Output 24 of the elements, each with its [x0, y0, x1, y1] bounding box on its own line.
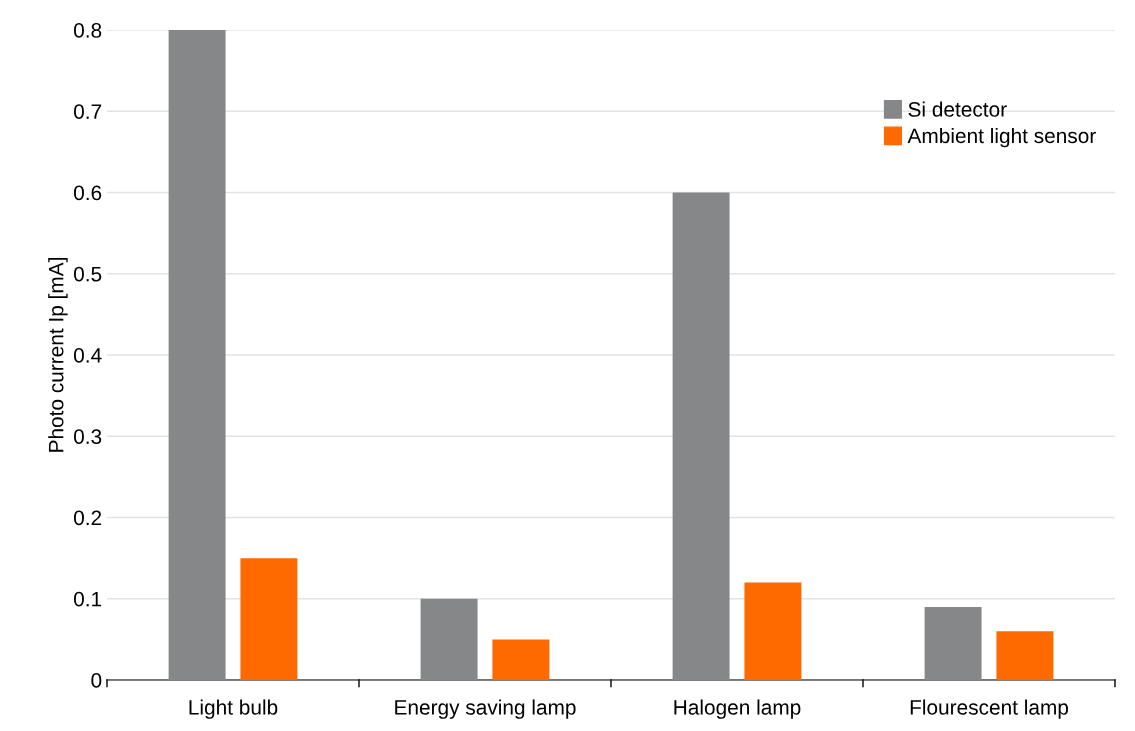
x-tick-label: Energy saving lamp — [395, 699, 576, 719]
y-tick-label: 0.6 — [73, 185, 102, 201]
y-tick-label: 0.4 — [73, 348, 102, 363]
x-tick-label: Halogen lamp — [674, 699, 801, 719]
bar — [168, 30, 226, 680]
y-axis-title: Photo current Ip [mA] — [48, 258, 68, 452]
legend-label: Si detector — [908, 101, 1007, 117]
bar — [924, 606, 982, 680]
y-tick-label: 0.2 — [73, 510, 102, 526]
bar — [744, 582, 802, 680]
bar — [240, 558, 298, 680]
x-tick-label: Flourescent lamp — [910, 699, 1069, 719]
legend-label: Ambient light sensor — [907, 127, 1096, 148]
bar — [996, 631, 1054, 680]
y-tick-label: 0.8 — [73, 23, 102, 38]
bar — [420, 598, 478, 680]
y-tick-label: 0.5 — [73, 266, 102, 282]
y-tick-label: 0.7 — [73, 104, 102, 119]
y-tick-label: 0.1 — [73, 591, 102, 607]
bar — [672, 192, 730, 680]
x-tick-label: Light bulb — [189, 699, 278, 719]
y-tick-label: 0 — [91, 673, 102, 688]
bar — [492, 639, 550, 680]
y-tick-label: 0.3 — [73, 429, 102, 444]
